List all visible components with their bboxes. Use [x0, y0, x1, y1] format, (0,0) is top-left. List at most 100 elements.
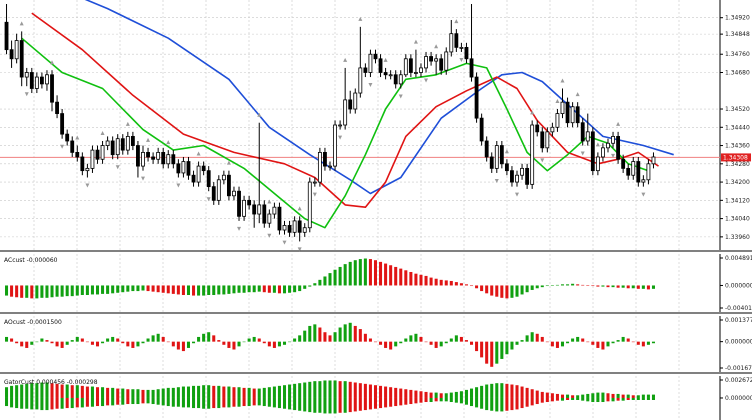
ac-histogram-bar [500, 285, 504, 298]
ac-histogram-bar [363, 258, 367, 286]
ao-histogram-bar [242, 341, 246, 343]
price-tick-label: 1.34848 [725, 31, 750, 38]
gator-histogram-bar [439, 393, 443, 398]
ac-histogram-bar [70, 285, 74, 297]
fractal-markers [19, 16, 646, 252]
gator-histogram-bar-lower [535, 397, 539, 405]
gator-histogram-bar-lower [267, 397, 271, 407]
ao-histogram-bar [424, 341, 428, 343]
arrow-down-icon [424, 78, 429, 83]
candle-bearish [201, 165, 206, 172]
gator-histogram-bar-lower [35, 397, 39, 410]
candle-bearish [75, 151, 80, 158]
ao-histogram-bar [252, 336, 256, 342]
gator-histogram-bar-lower [55, 397, 59, 409]
gator-histogram-bar [550, 393, 554, 398]
ao-histogram-bar [394, 341, 398, 347]
gator-histogram-bar-lower [272, 397, 276, 408]
ac-histogram-bar [146, 285, 150, 292]
gator-histogram-bar-lower [540, 397, 544, 403]
gator-histogram-bar-lower [444, 397, 448, 402]
candle-bearish [70, 140, 75, 153]
gator-histogram-bar [515, 385, 519, 398]
arrow-down-icon [398, 94, 403, 99]
candle-bearish [50, 74, 54, 103]
ao-histogram-bar [298, 335, 302, 342]
ao-histogram-bar [313, 324, 317, 342]
ac-histogram-bar [15, 285, 19, 298]
ac-histogram-bar [368, 259, 372, 286]
indicator-tick-label: 0.004891 [725, 255, 752, 262]
arrow-up-icon [575, 92, 580, 97]
gator-histogram-bar [480, 385, 484, 398]
ac-histogram-bar [65, 285, 69, 297]
ac-histogram-bar [207, 285, 211, 296]
ac-histogram-bar [5, 285, 9, 296]
gator-histogram-bar-lower [606, 397, 610, 402]
candle-bearish [55, 101, 59, 114]
ac-histogram-bar [480, 285, 484, 292]
candle-bullish [232, 190, 236, 197]
ao-histogram-bar [333, 332, 337, 342]
gator-histogram-bar [237, 387, 241, 398]
ao-histogram-bar [20, 341, 24, 347]
candle-bearish [323, 151, 327, 167]
ao-histogram-bar [232, 341, 236, 350]
candle-bullish [292, 220, 297, 233]
ac-histogram-bar [166, 285, 170, 294]
gator-histogram-bar-lower [323, 397, 327, 414]
gator-histogram-bar [45, 382, 49, 398]
ac-histogram-bar [525, 285, 529, 293]
ao-histogram-bar [272, 341, 276, 348]
candle-bullish [312, 181, 317, 184]
arrow-down-icon [611, 153, 616, 158]
candle-bullish [307, 181, 312, 229]
ao-histogram-bar [515, 341, 519, 345]
ao-histogram-bar [186, 341, 190, 348]
arrow-down-icon [494, 178, 499, 183]
ac-histogram-bar [358, 259, 362, 286]
ac-histogram-bar [227, 285, 231, 294]
ao-histogram-bar [171, 341, 175, 347]
ao-histogram-bar [550, 341, 554, 347]
gator-histogram-bar [485, 384, 489, 398]
ac-histogram-bar [379, 261, 383, 286]
candle-bullish [631, 161, 636, 176]
ao-histogram-bar [636, 341, 640, 345]
ao-histogram-bar [25, 341, 29, 348]
candle-bearish [19, 40, 24, 78]
gator-histogram-bar-lower [116, 397, 120, 405]
ac-histogram-bar [373, 260, 378, 286]
ao-histogram-bar [5, 336, 9, 342]
gator-histogram-bar-lower [358, 397, 362, 411]
ao-histogram-bar [166, 341, 170, 343]
gator-histogram-bar-lower [459, 397, 463, 404]
candle-bullish [90, 149, 95, 169]
ac-histogram-bar [95, 285, 100, 295]
ao-histogram-bar [419, 336, 423, 342]
ao-histogram-bar [409, 335, 413, 342]
ac-histogram-bar [197, 285, 201, 296]
gator-histogram-bar [181, 386, 185, 398]
gator-histogram-bar [368, 384, 372, 398]
candle-bullish [515, 174, 519, 183]
arrow-up-icon [434, 44, 439, 49]
ao-histogram-bar [181, 341, 185, 352]
gator-histogram-bar [282, 385, 287, 398]
arrow-down-icon [267, 233, 272, 238]
ao-histogram-bar [212, 335, 216, 342]
gator-histogram-bar-lower [186, 397, 190, 408]
gator-histogram-bar [464, 389, 468, 398]
gator-histogram-bar-lower [555, 397, 559, 401]
gator-histogram-bar-lower [530, 397, 534, 406]
arrow-down-icon [459, 57, 464, 62]
gator-histogram-bar-lower [10, 397, 14, 408]
candle-bearish [636, 161, 641, 183]
gator-histogram-bar [186, 386, 190, 398]
candle-bullish [606, 142, 610, 149]
gator-histogram-bar [298, 383, 302, 398]
indicator-tick-label: 0.000000 [725, 395, 752, 402]
candle-bearish [146, 151, 150, 158]
gator-histogram-bar [419, 391, 423, 398]
